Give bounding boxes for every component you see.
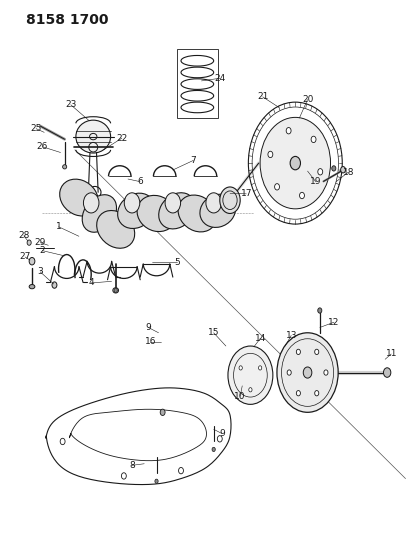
Text: 28: 28 bbox=[18, 231, 30, 240]
Ellipse shape bbox=[220, 187, 240, 214]
Text: 10: 10 bbox=[234, 392, 246, 401]
Ellipse shape bbox=[76, 120, 111, 153]
Text: 9: 9 bbox=[145, 323, 151, 332]
Text: 8158 1700: 8158 1700 bbox=[26, 13, 109, 27]
Ellipse shape bbox=[260, 117, 330, 209]
Ellipse shape bbox=[268, 151, 273, 158]
Ellipse shape bbox=[137, 196, 176, 231]
Text: 5: 5 bbox=[174, 258, 180, 266]
Ellipse shape bbox=[259, 366, 262, 370]
Ellipse shape bbox=[82, 195, 117, 232]
Text: 24: 24 bbox=[214, 74, 225, 83]
Text: 3: 3 bbox=[37, 268, 43, 276]
Text: 9: 9 bbox=[219, 429, 225, 438]
Ellipse shape bbox=[324, 370, 328, 375]
Text: 8: 8 bbox=[129, 461, 135, 470]
Text: 15: 15 bbox=[208, 328, 219, 337]
Text: 2: 2 bbox=[39, 246, 45, 255]
Bar bbox=[177, 49, 218, 118]
Ellipse shape bbox=[212, 447, 215, 451]
Ellipse shape bbox=[315, 349, 319, 354]
Text: 11: 11 bbox=[386, 350, 397, 359]
Ellipse shape bbox=[178, 467, 183, 474]
Text: 27: 27 bbox=[19, 253, 31, 262]
Text: 19: 19 bbox=[310, 177, 321, 186]
Text: 14: 14 bbox=[255, 334, 266, 343]
Ellipse shape bbox=[249, 387, 252, 392]
Ellipse shape bbox=[239, 366, 242, 370]
Ellipse shape bbox=[118, 193, 155, 229]
Ellipse shape bbox=[62, 165, 67, 169]
Ellipse shape bbox=[121, 473, 126, 479]
Ellipse shape bbox=[97, 211, 135, 248]
Text: 6: 6 bbox=[137, 177, 143, 186]
Ellipse shape bbox=[332, 166, 336, 171]
Ellipse shape bbox=[318, 308, 322, 313]
Ellipse shape bbox=[287, 370, 291, 375]
Ellipse shape bbox=[113, 288, 118, 293]
Text: 12: 12 bbox=[328, 318, 340, 327]
Ellipse shape bbox=[60, 438, 65, 445]
Ellipse shape bbox=[311, 136, 316, 142]
Ellipse shape bbox=[83, 193, 99, 213]
Ellipse shape bbox=[160, 409, 165, 416]
Text: 20: 20 bbox=[302, 95, 313, 104]
Ellipse shape bbox=[296, 391, 300, 396]
Text: 22: 22 bbox=[116, 134, 127, 143]
Ellipse shape bbox=[228, 346, 273, 405]
Ellipse shape bbox=[27, 240, 31, 245]
Ellipse shape bbox=[300, 192, 305, 199]
Text: 25: 25 bbox=[30, 124, 42, 133]
Ellipse shape bbox=[341, 166, 346, 173]
Ellipse shape bbox=[303, 367, 312, 378]
Text: 18: 18 bbox=[343, 167, 354, 176]
Ellipse shape bbox=[52, 282, 57, 288]
Ellipse shape bbox=[60, 179, 98, 216]
Ellipse shape bbox=[165, 193, 180, 213]
Ellipse shape bbox=[275, 184, 279, 190]
Ellipse shape bbox=[159, 193, 195, 229]
Ellipse shape bbox=[124, 193, 140, 213]
Ellipse shape bbox=[178, 195, 217, 232]
Ellipse shape bbox=[286, 127, 291, 134]
Text: 17: 17 bbox=[240, 189, 252, 198]
Ellipse shape bbox=[155, 479, 158, 483]
Ellipse shape bbox=[290, 156, 300, 170]
Text: 4: 4 bbox=[88, 278, 94, 287]
Text: 16: 16 bbox=[145, 337, 156, 346]
Text: 29: 29 bbox=[35, 238, 46, 247]
Ellipse shape bbox=[29, 285, 35, 289]
Ellipse shape bbox=[206, 193, 222, 213]
Ellipse shape bbox=[29, 257, 35, 265]
Ellipse shape bbox=[383, 368, 391, 377]
Ellipse shape bbox=[296, 349, 300, 354]
Ellipse shape bbox=[318, 168, 323, 175]
Ellipse shape bbox=[200, 194, 236, 228]
Text: 13: 13 bbox=[286, 331, 297, 340]
Ellipse shape bbox=[217, 435, 222, 442]
Text: 7: 7 bbox=[190, 156, 196, 165]
Text: 26: 26 bbox=[37, 142, 48, 151]
Ellipse shape bbox=[315, 391, 319, 396]
Text: 23: 23 bbox=[65, 100, 76, 109]
Text: 21: 21 bbox=[257, 92, 268, 101]
Ellipse shape bbox=[114, 288, 117, 293]
Text: 1: 1 bbox=[55, 222, 61, 231]
Ellipse shape bbox=[277, 333, 338, 413]
